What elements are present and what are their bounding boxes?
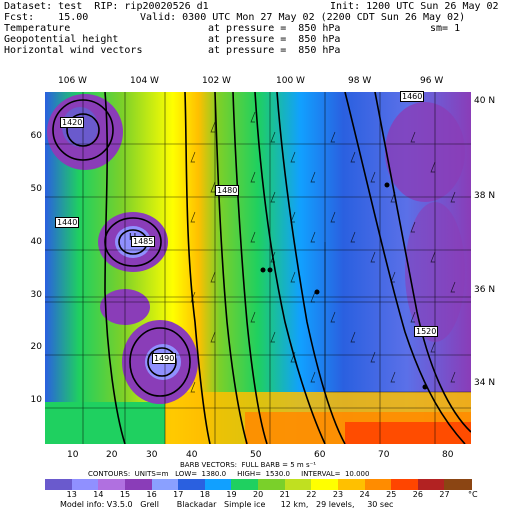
legend-value: 23 [332,490,344,499]
y-tick: 60 [30,131,42,141]
legend-swatch [444,479,472,490]
legend-value: 15 [119,490,131,499]
y-tick: 10 [30,395,42,405]
x-tick: 30 [146,450,158,460]
contour-label: 1420 [60,117,85,128]
x-tick: 60 [314,450,326,460]
contour-info: CONTOURS: UNITS=m LOW= 1380.0 HIGH= 1530… [88,470,370,478]
y-tick: 20 [30,342,42,352]
lon-label: 100 W [276,76,305,86]
pressure-2: at pressure = 850 hPa [208,34,341,45]
lon-label: 106 W [58,76,87,86]
lat-label: 36 N [474,285,496,295]
x-tick: 50 [250,450,262,460]
lat-label: 38 N [474,191,496,201]
fcst-line: Fcst: 15.00 [4,12,89,23]
valid-time: Valid: 0300 UTC Mon 27 May 02 (2200 CDT … [140,12,466,23]
legend-swatch [417,479,445,490]
legend-swatch [391,479,419,490]
weather-map: H L [45,92,471,444]
legend-value: 25 [386,490,397,499]
height-contours [52,92,471,444]
pressure-1: at pressure = 850 hPa [208,23,341,34]
barb-info: BARB VECTORS: FULL BARB = 5 m s⁻¹ [180,461,317,469]
dataset-line: Dataset: test RIP: rip20020526 d1 [4,1,209,12]
x-tick: 80 [442,450,454,460]
legend-value: 20 [253,490,264,499]
lat-label: 34 N [474,378,496,388]
contour-label: 1485 [131,236,156,247]
legend-value: 17 [173,490,184,499]
init-time: Init: 1200 UTC Sun 26 May 02 [330,1,499,12]
y-tick: 40 [30,237,42,247]
lon-label: 102 W [202,76,231,86]
var-geopotential: Geopotential height [4,34,119,45]
legend-value: 19 [226,490,237,499]
legend-swatch [98,479,126,490]
legend-value: 14 [93,490,104,499]
legend-swatch [364,479,392,490]
lon-label: 98 W [348,76,372,86]
legend-swatch [231,479,259,490]
legend-swatch [71,479,99,490]
legend-swatch [311,479,339,490]
y-tick: 30 [30,290,42,300]
legend-swatch [337,479,365,490]
x-tick: 20 [106,450,118,460]
legend-swatch [258,479,286,490]
legend-value: 27 [439,490,450,499]
legend-value: 24 [359,490,370,499]
var-temperature: Temperature [4,23,71,34]
legend-swatch [124,479,152,490]
legend-value: 18 [199,490,210,499]
x-tick: 70 [378,450,390,460]
wind-barbs [190,111,456,393]
x-tick: 10 [67,450,79,460]
legend-value: 26 [412,490,423,499]
legend-swatch [204,479,232,490]
lon-label: 104 W [130,76,159,86]
contour-label: 1520 [414,326,439,337]
contour-label: 1460 [400,91,425,102]
legend-value: 21 [279,490,290,499]
smoothing: sm= 1 [430,23,461,34]
lat-label: 40 N [474,96,496,106]
legend-value: 16 [146,490,157,499]
contour-label: 1480 [215,185,240,196]
legend-swatch [284,479,312,490]
model-info: Model info: V3.5.0 Grell Blackadar Simpl… [60,500,394,509]
x-tick: 40 [186,450,198,460]
legend-value: 13 [66,490,77,499]
contour-label: 1490 [152,353,177,364]
legend-swatch [45,479,73,490]
y-tick: 50 [30,184,42,194]
legend-unit: °C [468,490,478,499]
legend-value: 22 [306,490,317,499]
legend-swatch [178,479,206,490]
pressure-3: at pressure = 850 hPa [208,45,341,56]
contour-label: 1440 [55,217,80,228]
var-wind: Horizontal wind vectors [4,45,143,56]
lon-label: 96 W [420,76,444,86]
legend-swatch [151,479,179,490]
